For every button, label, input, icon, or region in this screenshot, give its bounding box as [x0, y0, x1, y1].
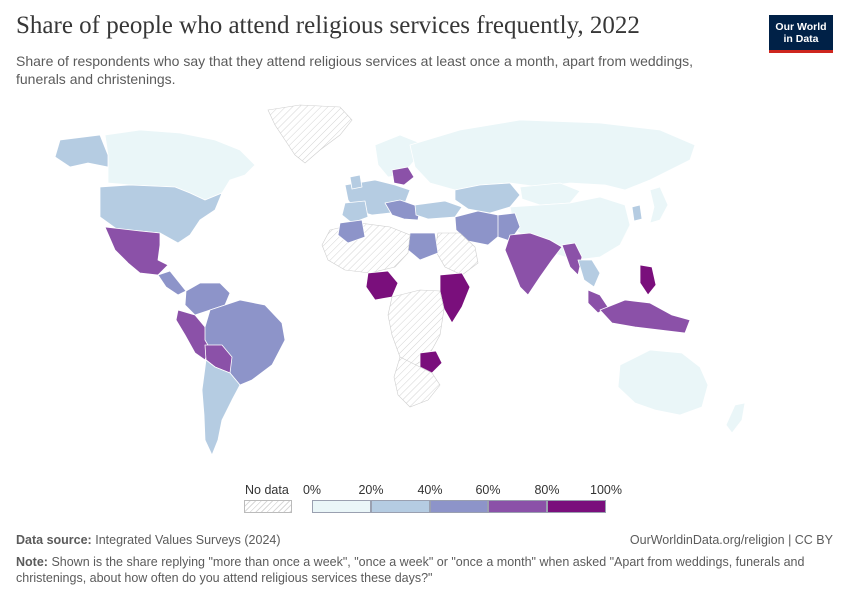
legend-no-data-swatch[interactable]: [244, 500, 292, 513]
legend-bin-60-80[interactable]: [488, 500, 547, 513]
logo-line-1: Our World: [775, 20, 827, 33]
alaska-region[interactable]: [54, 134, 109, 168]
greenland-region[interactable]: [267, 104, 353, 164]
turkey-region[interactable]: [414, 200, 463, 220]
egypt-region[interactable]: [407, 232, 439, 261]
nigeria-region[interactable]: [365, 270, 399, 301]
iran-region[interactable]: [454, 210, 501, 246]
canada-region[interactable]: [104, 129, 256, 201]
philippines-region[interactable]: [639, 264, 657, 296]
mongolia-region[interactable]: [519, 182, 581, 206]
ethiopia-kenya-region[interactable]: [439, 272, 471, 324]
central-america-region[interactable]: [157, 270, 187, 296]
legend-bin-20-40[interactable]: [371, 500, 430, 513]
map-legend: No data 0% 20% 40% 60% 80% 100%: [240, 482, 640, 516]
legend-tick-100: 100%: [590, 483, 622, 497]
russia-region[interactable]: [409, 119, 696, 191]
morocco-algeria-region[interactable]: [337, 219, 366, 244]
chart-subtitle: Share of respondents who say that they a…: [16, 53, 694, 87]
world-map[interactable]: [0, 95, 850, 475]
iberia-region[interactable]: [341, 200, 369, 224]
korea-region[interactable]: [631, 204, 643, 222]
italy-balkans-region[interactable]: [384, 199, 421, 221]
argentina-region[interactable]: [201, 359, 241, 456]
zimbabwe-region[interactable]: [419, 350, 443, 374]
chart-note: Note: Shown is the share replying "more …: [16, 554, 816, 586]
legend-bin-40-60[interactable]: [430, 500, 488, 513]
chart-title: Share of people who attend religious ser…: [16, 12, 640, 39]
japan-region[interactable]: [649, 186, 669, 224]
legend-tick-60: 60%: [475, 483, 501, 497]
legend-tick-80: 80%: [534, 483, 560, 497]
thailand-region[interactable]: [577, 259, 601, 288]
data-source: Data source: Integrated Values Surveys (…: [16, 533, 281, 547]
data-source-text[interactable]: Integrated Values Surveys (2024): [95, 533, 281, 547]
legend-tick-40: 40%: [417, 483, 443, 497]
legend-no-data-label: No data: [245, 483, 289, 497]
australia-region[interactable]: [617, 349, 709, 416]
north-africa-region[interactable]: [321, 222, 411, 274]
indonesia-region[interactable]: [599, 299, 691, 334]
legend-bin-0-20[interactable]: [312, 500, 371, 513]
legend-tick-0: 0%: [302, 483, 322, 497]
note-label: Note:: [16, 555, 48, 569]
india-region[interactable]: [504, 232, 563, 296]
data-source-label: Data source:: [16, 533, 92, 547]
logo-line-2: in Data: [783, 32, 819, 45]
mexico-region[interactable]: [104, 226, 169, 276]
southern-africa-region[interactable]: [393, 356, 441, 408]
pakistan-region[interactable]: [497, 212, 521, 242]
note-text: Shown is the share replying "more than o…: [16, 555, 805, 585]
poland-region[interactable]: [391, 166, 415, 186]
license-url[interactable]: OurWorldinData.org/religion | CC BY: [629, 533, 833, 547]
new-zealand-region[interactable]: [725, 402, 746, 434]
peru-region[interactable]: [175, 309, 211, 361]
legend-bin-80-100[interactable]: [547, 500, 606, 513]
legend-tick-20: 20%: [358, 483, 384, 497]
owid-logo[interactable]: Our World in Data: [769, 15, 833, 53]
ireland-region[interactable]: [349, 174, 363, 190]
